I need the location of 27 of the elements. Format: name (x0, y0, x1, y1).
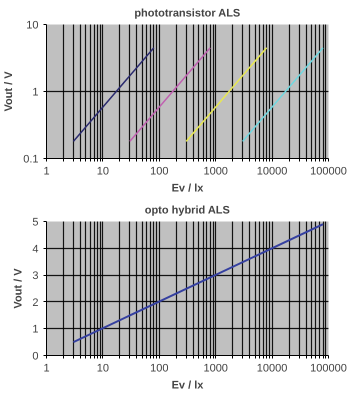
chart-title: phototransistor ALS (134, 8, 240, 20)
x-tick-label: 100 (150, 166, 168, 178)
y-tick-label: 3 (32, 270, 39, 282)
x-tick-label: 1 (43, 166, 50, 178)
x-tick-label: 10 (96, 362, 110, 374)
y-tick-label: 5 (32, 216, 39, 228)
x-tick-label: 1 (43, 362, 50, 374)
y-tick-label: 10 (26, 20, 39, 32)
x-tick-label: 1000 (203, 166, 228, 178)
y-tick-label: 1 (32, 324, 39, 336)
x-axis-title: Ev / lx (172, 380, 204, 392)
x-tick-label: 100000 (310, 362, 347, 374)
x-tick-label: 100000 (310, 166, 347, 178)
y-tick-label: 1 (32, 86, 39, 98)
x-tick-label: 1000 (203, 362, 228, 374)
x-tick-label: 10000 (256, 166, 288, 178)
y-tick-label: 0 (32, 350, 39, 362)
x-tick-label: 10 (96, 166, 110, 178)
x-tick-label: 100 (150, 362, 168, 374)
y-tick-label: 2 (32, 296, 39, 309)
y-tick-label: 4 (32, 243, 39, 256)
chart-title: opto hybrid ALS (144, 204, 230, 216)
y-axis-title: Vout / V (3, 70, 16, 112)
y-axis-title: Vout / V (12, 268, 24, 309)
x-tick-label: 10000 (256, 362, 288, 374)
x-axis-title: Ev / lx (172, 182, 204, 194)
y-tick-label: 0.1 (23, 154, 39, 166)
